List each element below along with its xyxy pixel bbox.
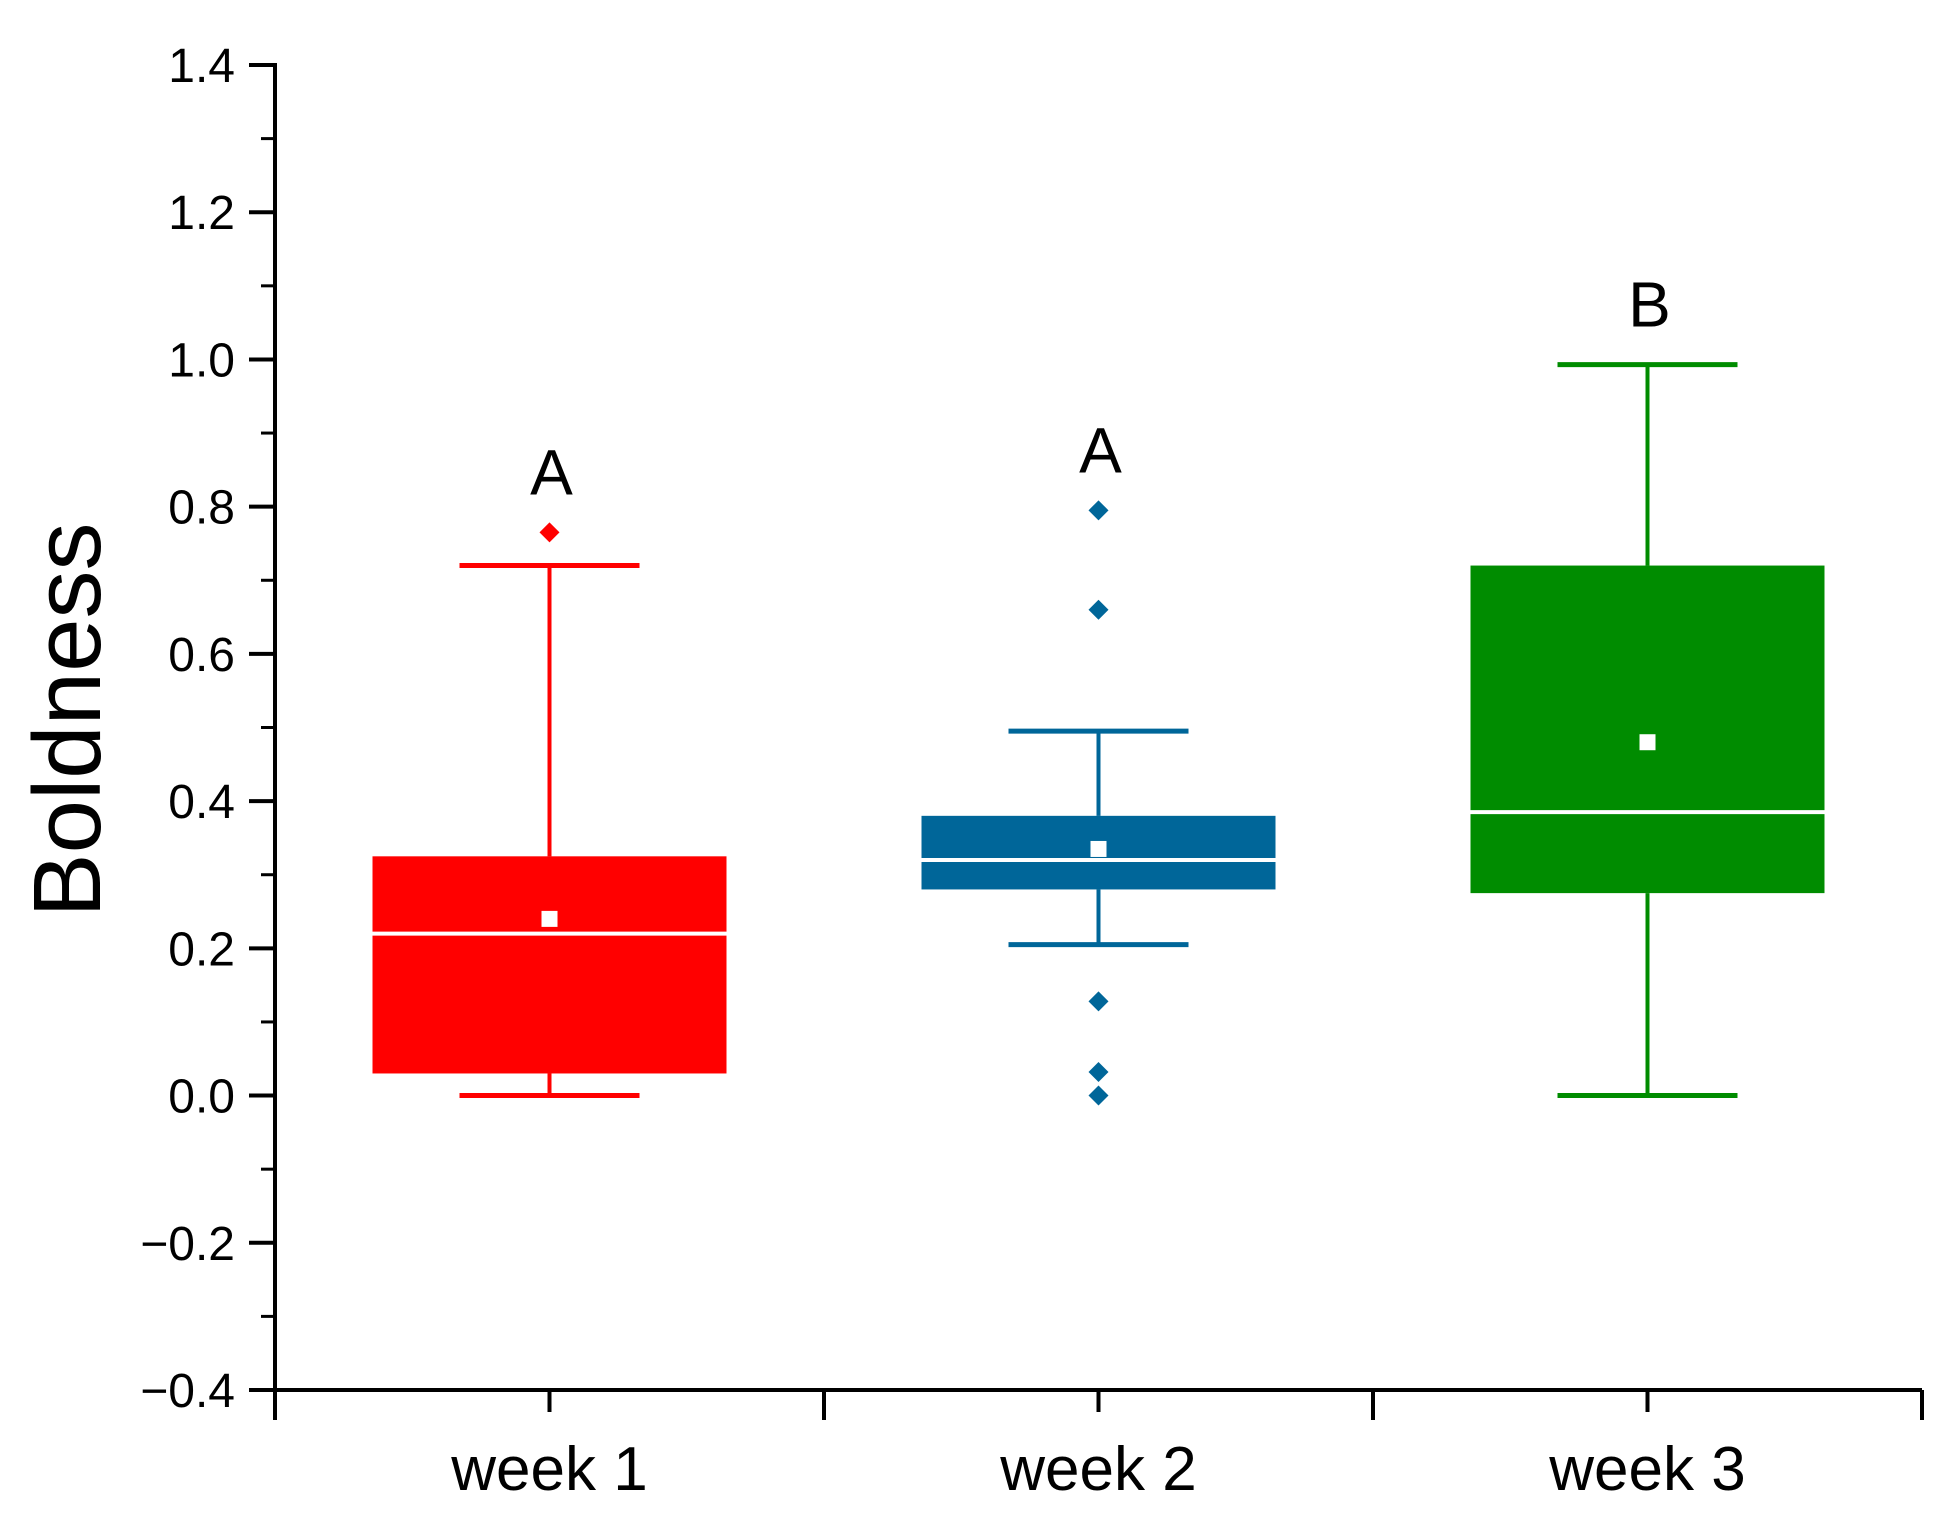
mean-marker bbox=[1090, 840, 1107, 857]
mean-marker bbox=[541, 910, 558, 927]
significance-letter: A bbox=[530, 436, 573, 508]
y-tick-label: 1.4 bbox=[168, 40, 235, 93]
y-tick-label: 0.8 bbox=[168, 482, 235, 535]
outlier-point bbox=[1088, 500, 1109, 521]
box-iqr bbox=[372, 856, 727, 1074]
outlier-point bbox=[1088, 991, 1109, 1012]
y-tick-label: 0.4 bbox=[168, 776, 235, 829]
y-tick-label: 0.2 bbox=[168, 923, 235, 976]
outlier-point bbox=[539, 522, 560, 543]
y-tick-label: 1.0 bbox=[168, 334, 235, 387]
significance-letter: A bbox=[1079, 414, 1122, 486]
y-tick-label: 1.2 bbox=[168, 187, 235, 240]
y-tick-label: 0.0 bbox=[168, 1071, 235, 1124]
box-week-2: A bbox=[921, 414, 1276, 1106]
x-tick-label: week 3 bbox=[1548, 1435, 1745, 1504]
x-axis: week 1 week 2 week 3 bbox=[273, 1388, 1924, 1504]
box-iqr bbox=[1470, 565, 1825, 894]
significance-letter: B bbox=[1628, 269, 1671, 341]
outlier-point bbox=[1088, 599, 1109, 620]
box-week-3: B bbox=[1470, 269, 1825, 1099]
y-axis-title: Boldness bbox=[14, 523, 121, 918]
mean-marker bbox=[1639, 734, 1656, 751]
outlier-point bbox=[1088, 1062, 1109, 1082]
y-tick-label: 0.6 bbox=[168, 629, 235, 682]
x-tick-label: week 2 bbox=[999, 1435, 1196, 1504]
y-tick-label: −0.4 bbox=[140, 1365, 235, 1418]
y-axis: −0.4 −0.2 0.0 0.2 0.4 0.6 0.8 1.0 1.2 1.4 bbox=[140, 40, 277, 1420]
x-tick-label: week 1 bbox=[450, 1435, 647, 1504]
y-tick-label: −0.2 bbox=[140, 1218, 235, 1271]
outlier-point bbox=[1088, 1085, 1109, 1106]
box-series: A A B bbox=[372, 269, 1825, 1106]
box-week-1: A bbox=[372, 436, 727, 1099]
